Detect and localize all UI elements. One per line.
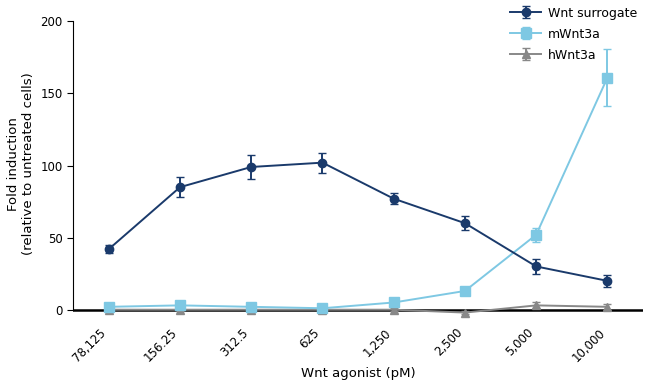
X-axis label: Wnt agonist (pM): Wnt agonist (pM) [301,367,415,380]
Y-axis label: Fold induction
(relative to untreated cells): Fold induction (relative to untreated ce… [7,73,35,255]
Legend: Wnt surrogate, mWnt3a, hWnt3a: Wnt surrogate, mWnt3a, hWnt3a [510,7,637,62]
